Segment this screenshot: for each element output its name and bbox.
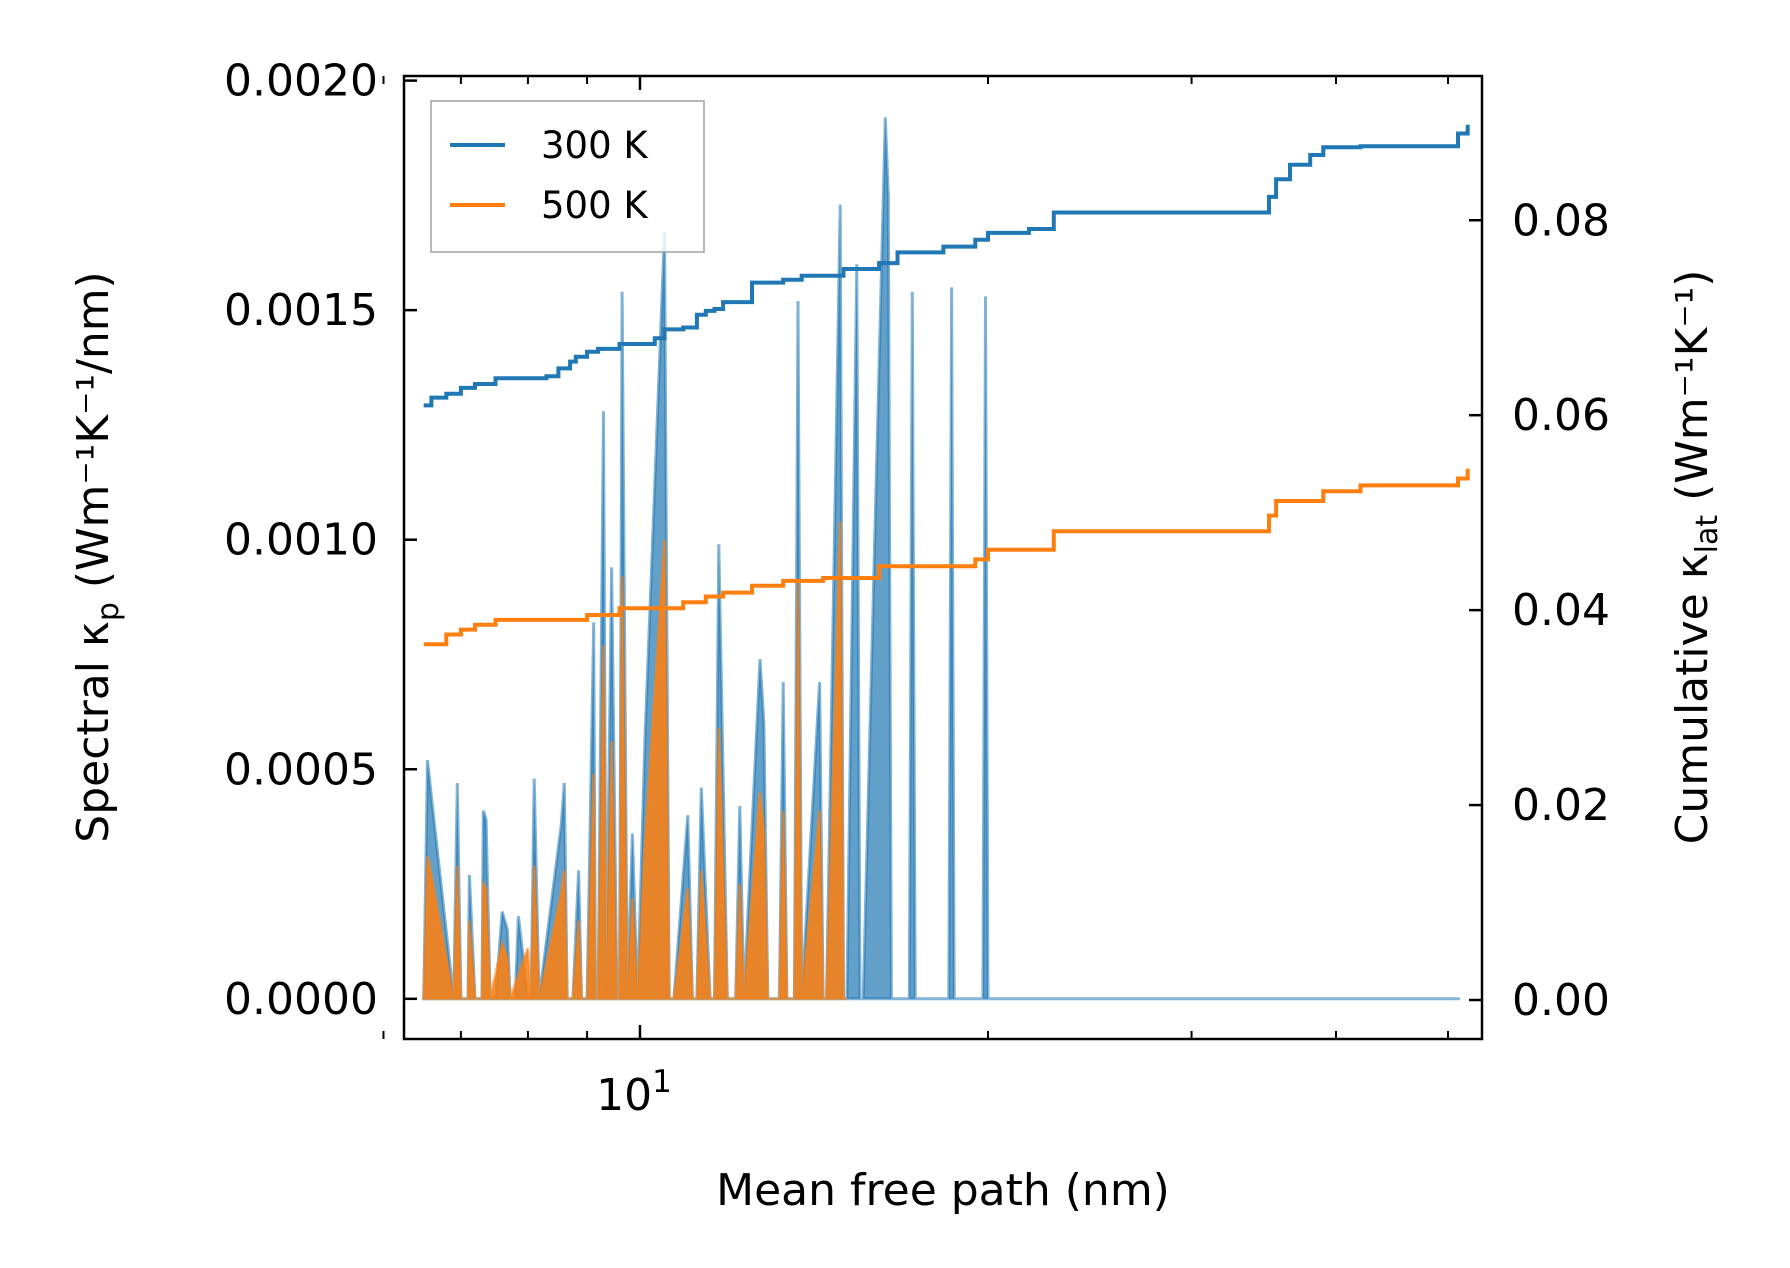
y-right-tick-label: 0.00 [1512, 975, 1610, 1026]
y-right-tick-label: 0.06 [1512, 390, 1610, 441]
y-right-tick-label: 0.04 [1512, 585, 1610, 636]
y-left-tick-label: 0.0020 [224, 56, 378, 107]
legend: 300 K 500 K [430, 100, 705, 253]
spectral-500k-fill [422, 521, 847, 1001]
x-tick-label: 101 [596, 1064, 672, 1121]
y-left-tick-label: 0.0000 [224, 974, 378, 1025]
legend-label-300k: 300 K [541, 124, 649, 167]
y-right-tick-label: 0.02 [1512, 780, 1610, 831]
legend-frame [430, 100, 705, 253]
cumulative-line-500k [423, 468, 1470, 647]
tick-labels: 0.0000 0.0005 0.0010 0.0015 0.0020 0.00 0.02 0.… [224, 56, 1610, 1121]
spectral-fills [422, 117, 1460, 1001]
plot-frame [402, 74, 1484, 1041]
y-left-tick-label: 0.0015 [224, 285, 378, 336]
cumulative-lines [423, 124, 1470, 647]
y-right-tick-label: 0.08 [1512, 195, 1610, 246]
ticks [382, 76, 1482, 1039]
y-axis-left-title: Spectral κp (Wm⁻¹K⁻¹/nm) [68, 271, 126, 842]
x-axis-title: Mean free path (nm) [716, 1165, 1170, 1216]
y-axis-right-title: Cumulative κlat (Wm⁻¹K⁻¹) [1667, 270, 1725, 845]
legend-label-500k: 500 K [541, 184, 649, 227]
cumulative-line-300k [423, 124, 1470, 408]
y-left-tick-label: 0.0005 [224, 744, 378, 795]
y-left-tick-label: 0.0010 [224, 515, 378, 566]
